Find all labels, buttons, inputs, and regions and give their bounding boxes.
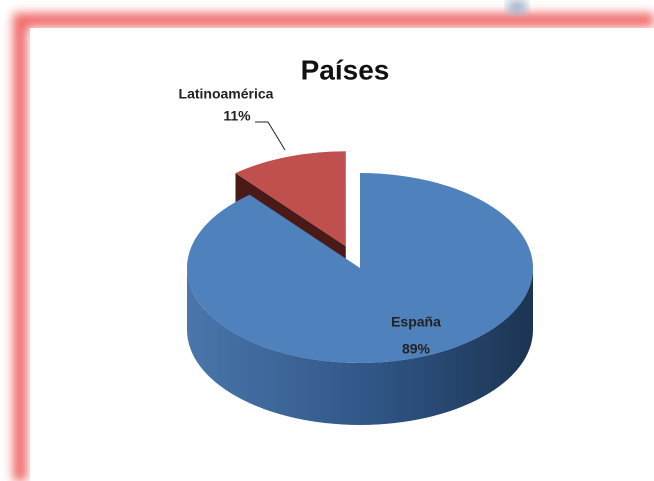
pie-slice bbox=[235, 151, 346, 247]
frame-border bbox=[13, 13, 654, 481]
pie-side bbox=[187, 268, 533, 425]
chart-title: Países bbox=[301, 54, 390, 85]
leader-line bbox=[255, 121, 286, 151]
value-label: 11% bbox=[223, 108, 251, 124]
pie bbox=[187, 151, 534, 425]
pie-slice bbox=[187, 173, 534, 363]
decoration bbox=[508, 0, 526, 14]
value-label: 89% bbox=[402, 341, 431, 357]
category-label: Latinoamérica bbox=[179, 86, 274, 102]
category-label: España bbox=[391, 314, 441, 330]
